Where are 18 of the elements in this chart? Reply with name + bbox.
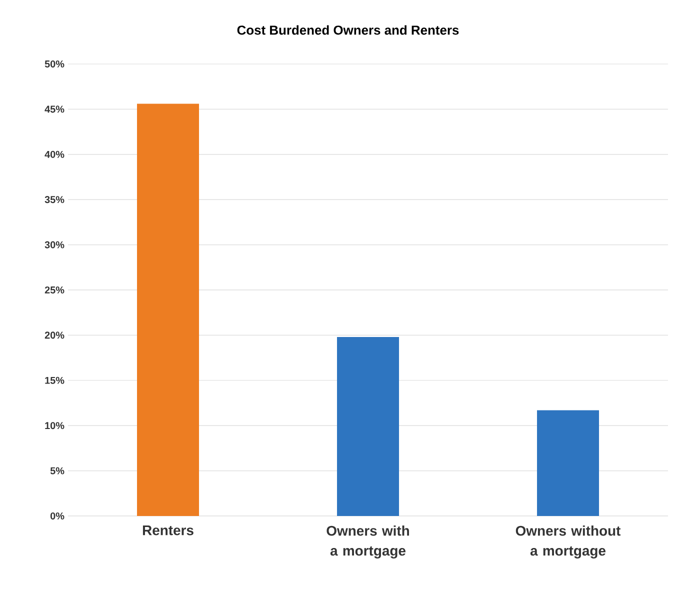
y-tick-label: 15% [45,376,64,384]
y-tick-label: 25% [44,286,64,294]
y-tick-label: 5% [50,467,64,474]
bar [137,104,200,516]
x-tick-label: Renters [142,526,194,536]
x-tick-label: Owners without a mortgage [516,526,621,558]
y-tick-label: 0% [50,512,64,520]
y-tick-label: 40% [44,150,64,158]
chart-title: Cost Burdened Owners and Renters [237,25,459,35]
y-tick-label: 35% [44,196,64,204]
y-tick-label: 10% [45,422,64,430]
x-tick-label: Owners with a mortgage [326,526,409,558]
y-tick-label: 30% [44,241,64,248]
y-tick-label: 20% [44,332,64,339]
bar [537,410,600,516]
y-tick-label: 50% [44,60,64,68]
bar [337,336,400,516]
y-tick-label: 45% [44,106,64,113]
